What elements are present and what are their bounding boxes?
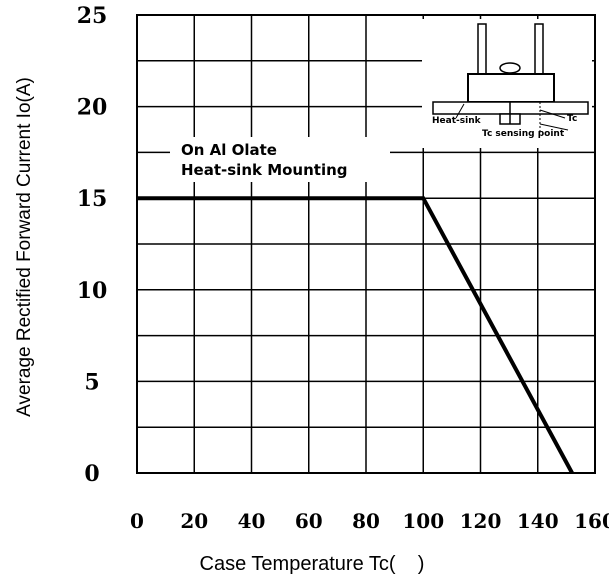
plot-frame xyxy=(136,14,596,474)
screw-head xyxy=(499,62,521,74)
y-tick-labels: 0 5 10 15 20 25 xyxy=(77,3,108,487)
annotation-line-1: On Al Olate xyxy=(181,141,277,159)
lead-left xyxy=(477,23,487,77)
lead-right xyxy=(534,23,544,77)
mounting-inset: Heat-sink Tc Tc sensing point xyxy=(422,19,592,148)
y-tick-label: 5 xyxy=(84,369,99,395)
y-tick-label: 20 xyxy=(77,95,108,121)
x-tick-label: 60 xyxy=(295,509,323,533)
inset-tc-label: Tc xyxy=(567,114,577,124)
x-tick-label: 40 xyxy=(238,509,266,533)
diode-body xyxy=(467,73,555,103)
y-tick-label: 15 xyxy=(77,186,108,212)
x-axis-title: Case Temperature Tc( ) xyxy=(200,553,425,575)
x-tick-label: 160 xyxy=(574,509,609,533)
x-tick-label: 80 xyxy=(352,509,380,533)
x-tick-label: 120 xyxy=(460,509,502,533)
annotation: On Al Olate Heat-sink Mounting xyxy=(170,137,390,182)
x-tick-labels: 0 20 40 60 80 100 120 140 160 xyxy=(130,509,609,533)
y-axis-title: Average Rectified Forward Current Io(A) xyxy=(14,77,35,417)
inset-sensing-label: Tc sensing point xyxy=(482,129,565,139)
x-tick-label: 0 xyxy=(130,509,144,533)
x-tick-label: 140 xyxy=(517,509,559,533)
y-tick-label: 10 xyxy=(77,278,108,304)
y-tick-label: 25 xyxy=(77,3,108,29)
x-tick-label: 100 xyxy=(402,509,444,533)
derating-series-line xyxy=(137,196,574,474)
inset-heatsink-label: Heat-sink xyxy=(432,116,482,126)
y-tick-label: 0 xyxy=(84,461,99,487)
x-tick-label: 20 xyxy=(180,509,208,533)
annotation-line-2: Heat-sink Mounting xyxy=(181,161,348,179)
